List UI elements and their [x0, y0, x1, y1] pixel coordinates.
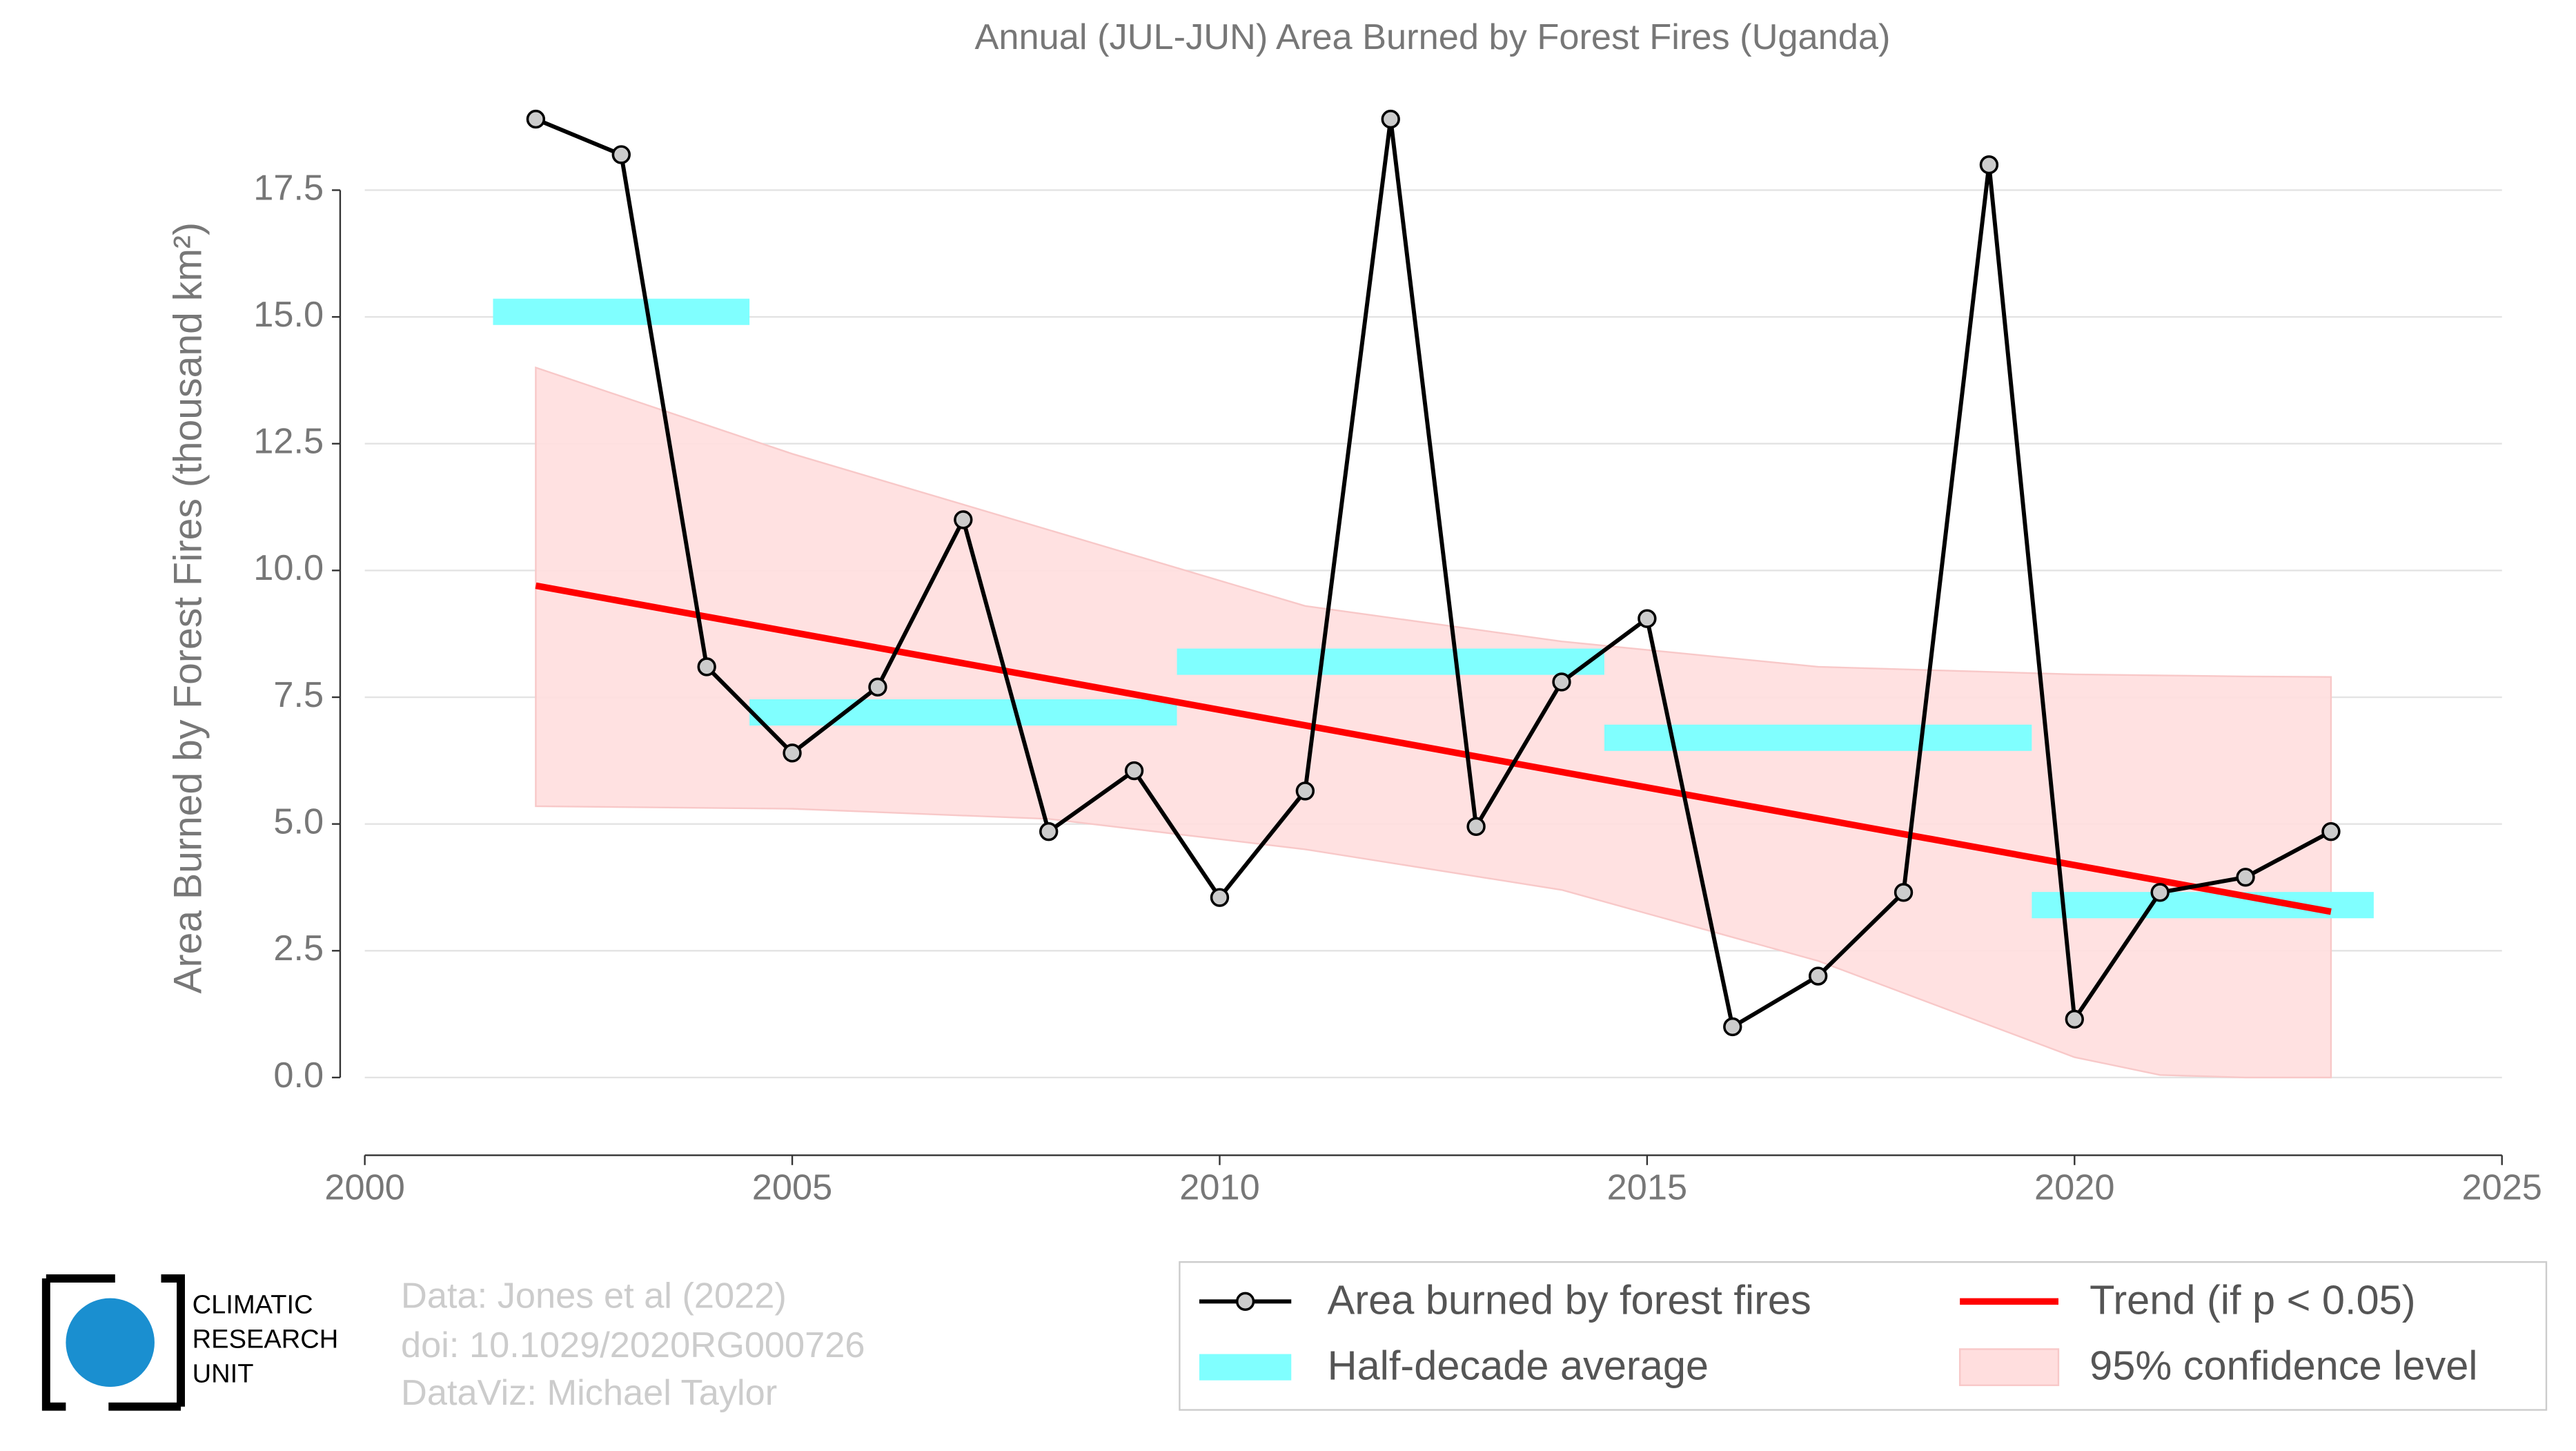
data-point: [1210, 888, 1230, 907]
data-point: [1039, 821, 1059, 841]
logo-text: CLIMATIC: [193, 1291, 313, 1320]
chart-title: Annual (JUL-JUN) Area Burned by Forest F…: [975, 17, 1891, 57]
data-point: [2321, 821, 2341, 841]
data-point: [1638, 609, 1657, 628]
source-note: doi: 10.1029/2020RG000726: [401, 1325, 865, 1365]
data-point: [1124, 761, 1144, 781]
y-tick-label: 7.5: [273, 675, 324, 715]
data-point: [526, 109, 546, 129]
legend-label: 95% confidence level: [2090, 1343, 2477, 1389]
legend-swatch: [1235, 1292, 1255, 1312]
legend-box: [1179, 1261, 2548, 1411]
x-tick-label: 2025: [2461, 1167, 2541, 1207]
data-point: [2236, 868, 2255, 887]
data-point: [1808, 966, 1828, 986]
data-line: [535, 117, 2332, 1031]
legend-label: Area burned by forest fires: [1328, 1276, 1811, 1323]
data-point: [868, 677, 887, 697]
data-point: [1894, 883, 1914, 902]
logo-frame: [41, 1274, 185, 1411]
logo-globe: [66, 1298, 155, 1387]
confidence-band: [535, 366, 2332, 1079]
source-note: Data: Jones et al (2022): [401, 1276, 787, 1316]
y-tick-label: 17.5: [253, 168, 324, 208]
y-axis-label: Area Burned by Forest Fires (thousand km…: [166, 222, 210, 994]
legend-label: Trend (if p < 0.05): [2090, 1276, 2415, 1323]
x-tick-label: 2000: [324, 1167, 404, 1207]
half-decade-bar: [749, 699, 1177, 726]
y-tick-label: 2.5: [273, 928, 324, 968]
x-tick-label: 2005: [752, 1167, 832, 1207]
data-point: [697, 657, 716, 676]
data-point: [1466, 817, 1486, 837]
y-tick-label: 5.0: [273, 801, 324, 841]
data-point: [783, 743, 802, 763]
data-point: [954, 510, 973, 529]
legend-swatch: [1199, 1354, 1292, 1381]
y-tick-label: 0.0: [273, 1055, 324, 1095]
data-point: [1295, 781, 1315, 801]
x-tick-label: 2020: [2034, 1167, 2114, 1207]
data-point: [2065, 1009, 2084, 1029]
y-tick-label: 15.0: [253, 295, 324, 335]
source-note: DataViz: Michael Taylor: [401, 1373, 777, 1413]
half-decade-bar: [1177, 648, 1604, 675]
data-point: [1723, 1017, 1742, 1037]
data-point: [1552, 672, 1571, 692]
logo-text: RESEARCH: [193, 1325, 339, 1354]
y-tick-label: 12.5: [253, 422, 324, 462]
data-point: [1381, 109, 1400, 129]
half-decade-bar: [2032, 892, 2374, 919]
legend-swatch: [1958, 1348, 2060, 1386]
x-tick-label: 2015: [1607, 1167, 1687, 1207]
data-point: [1979, 155, 1999, 175]
data-point: [611, 145, 631, 164]
half-decade-bar: [493, 298, 750, 325]
y-tick-label: 10.0: [253, 548, 324, 588]
data-point: [2150, 883, 2170, 902]
logo: [41, 1274, 185, 1411]
x-tick-label: 2010: [1179, 1167, 1259, 1207]
logo-text: UNIT: [193, 1360, 254, 1389]
trend-line: [535, 582, 2332, 915]
legend-label: Half-decade average: [1328, 1343, 1709, 1389]
